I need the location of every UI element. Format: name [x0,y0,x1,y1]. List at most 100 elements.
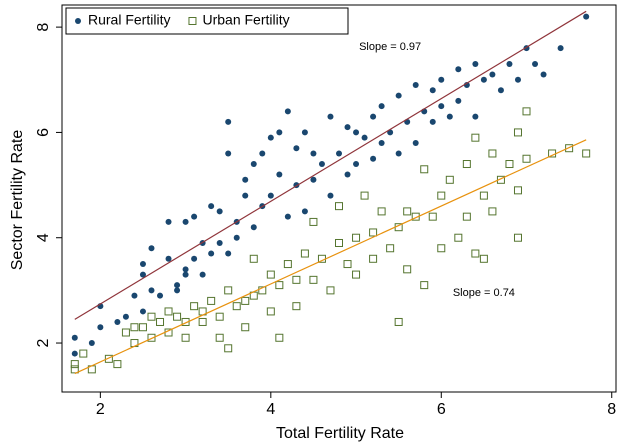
legend-swatch [75,18,81,24]
urban-point [462,212,471,221]
urban-point [241,296,250,305]
urban-point [224,286,233,295]
urban-point [403,207,412,216]
urban-point [582,149,591,158]
rural-point [157,292,164,299]
rural-point [446,113,453,120]
legend-swatch [188,17,197,25]
x-tick-label: 8 [607,401,616,418]
urban-point [522,154,531,163]
urban-point [403,265,412,274]
urban-point [479,254,488,263]
rural-point [174,282,181,289]
fit-line [74,139,587,375]
urban-point [300,249,309,258]
rural-point [276,129,283,136]
rural-point [216,239,223,246]
legend-box [65,7,349,35]
rural-point [165,218,172,225]
urban-point [505,160,514,169]
urban-point [513,233,522,242]
urban-point [386,244,395,253]
y-tick-label: 2 [35,338,52,347]
rural-point [318,161,325,168]
y-tick-label: 6 [35,128,52,137]
rural-point [242,192,249,199]
rural-point [259,150,266,157]
rural-point [412,139,419,146]
rural-point [97,324,104,331]
urban-point [138,323,147,332]
urban-point [215,333,224,342]
x-tick-label: 6 [437,401,446,418]
rural-point [301,129,308,136]
rural-point [139,261,146,268]
rural-point [429,118,436,125]
rural-point [88,340,95,347]
rural-point [395,92,402,99]
rural-point [174,287,181,294]
rural-point [497,87,504,94]
urban-point [173,312,182,321]
rural-point [532,60,539,67]
rural-point [489,71,496,78]
urban-point [70,365,79,374]
rural-point [378,139,385,146]
urban-point [369,228,378,237]
x-tick-label: 2 [96,401,105,418]
urban-point [335,202,343,211]
urban-point [352,233,361,242]
urban-point [207,296,216,305]
urban-point [488,207,497,216]
rural-point [216,208,223,215]
urban-point [275,333,284,342]
rural-point [370,113,377,120]
rural-point [225,118,232,125]
urban-point [335,238,343,247]
rural-point [242,176,249,183]
rural-point [438,103,445,110]
rural-point [310,176,317,183]
rural-point [327,113,334,120]
urban-point [164,307,173,316]
urban-point [437,191,446,200]
urban-point [70,360,79,369]
urban-point [488,149,497,158]
urban-point [190,302,199,311]
annotation: Slope = 0.74 [453,287,515,299]
urban-point [377,207,386,216]
x-tick-label: 4 [266,401,275,418]
urban-point [198,317,207,326]
urban-point [147,333,156,342]
rural-point [71,350,78,357]
rural-point [429,87,436,94]
rural-point [182,218,189,225]
rural-point [353,161,360,168]
rural-point [182,271,189,278]
rural-point [250,224,257,231]
rural-point [225,250,232,257]
urban-point [343,260,352,269]
rural-point [438,76,445,83]
rural-point [182,266,189,273]
rural-point [506,60,513,67]
rural-point [208,203,215,210]
rural-point [395,150,402,157]
urban-point [513,186,522,195]
y-axis-label: Sector Fertility Rate [9,130,26,271]
urban-point [156,317,165,326]
plot-frame [61,4,617,393]
urban-point [479,191,488,200]
rural-point [225,150,232,157]
rural-point [276,171,283,178]
rural-point [455,97,462,104]
rural-point [293,145,300,152]
urban-point [454,233,463,242]
legend-label: Rural Fertility [88,12,170,28]
rural-point [514,76,521,83]
rural-point [199,271,206,278]
rural-point [310,150,317,157]
rural-point [344,124,351,131]
urban-point [309,217,318,226]
